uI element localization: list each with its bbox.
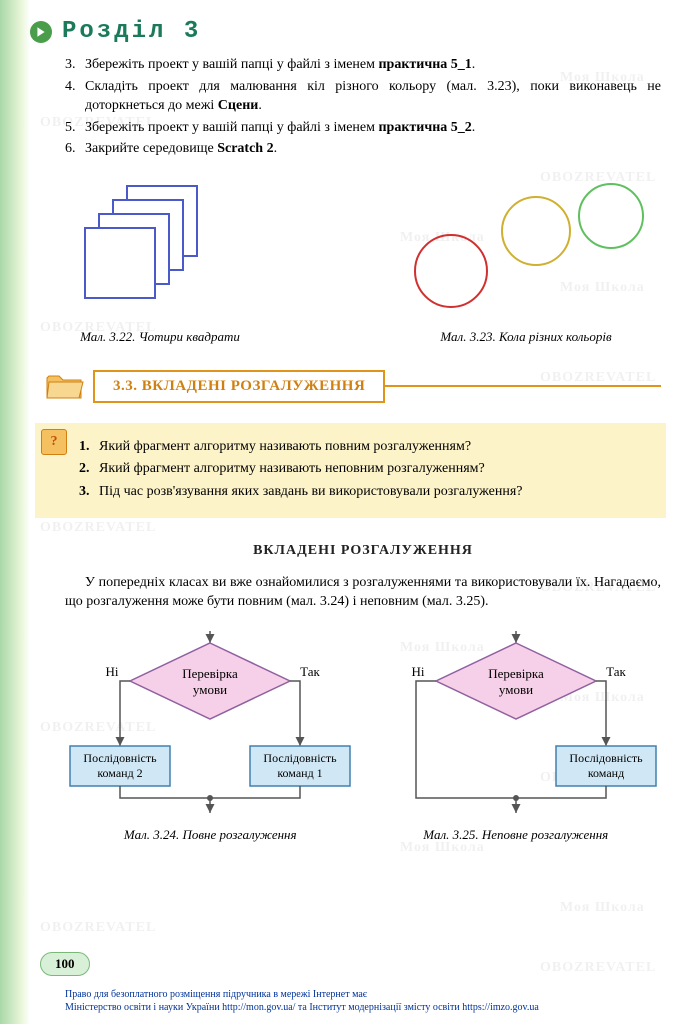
- footer-line-1: Право для безоплатного розміщення підруч…: [65, 988, 661, 1001]
- svg-text:Послідовність: Послідовність: [84, 751, 158, 765]
- task-text: Закрийте середовище Scratch 2.: [85, 139, 661, 159]
- figures-row: Мал. 3.22. Чотири квадрати Мал. 3.23. Ко…: [65, 171, 661, 345]
- page-number: 100: [40, 952, 90, 976]
- svg-text:Послідовність: Послідовність: [569, 751, 643, 765]
- question-item: 3.Під час розв'язування яких завдань ви …: [79, 482, 652, 502]
- caption-num: Мал. 3.22.: [80, 329, 135, 344]
- task-text: Збережіть проект у вашій папці у файлі з…: [85, 55, 661, 75]
- chapter-header: Розділ 3: [30, 18, 201, 45]
- caption-text: Чотири квадрати: [135, 329, 239, 344]
- task-item: 6.Закрийте середовище Scratch 2.: [65, 139, 661, 159]
- circles-svg: [391, 171, 661, 316]
- task-text: Збережіть проект у вашій папці у файлі з…: [85, 118, 661, 138]
- figure-circles: Мал. 3.23. Кола різних кольорів: [391, 171, 661, 345]
- caption-text: Кола різних кольорів: [496, 329, 612, 344]
- watermark: OBOZREVATEL: [40, 920, 156, 936]
- flowcharts-row: ПеревіркаумовиНіТакПослідовністькоманд 2…: [65, 626, 661, 843]
- flowchart-full: ПеревіркаумовиНіТакПослідовністькоманд 2…: [65, 626, 356, 843]
- flowchart-full-svg: ПеревіркаумовиНіТакПослідовністькоманд 2…: [65, 626, 355, 816]
- svg-text:Ні: Ні: [411, 664, 424, 679]
- flowchart-partial-caption: Мал. 3.25. Неповне розгалуження: [371, 827, 662, 843]
- svg-text:Ні: Ні: [106, 664, 119, 679]
- task-list: 3.Збережіть проект у вашій папці у файлі…: [65, 55, 661, 159]
- caption-text: Неповне розгалуження: [479, 827, 609, 842]
- arrow-icon: [30, 21, 52, 43]
- question-text: Який фрагмент алгоритму називають неповн…: [99, 459, 652, 479]
- questions-list: 1.Який фрагмент алгоритму називають повн…: [79, 437, 652, 502]
- svg-text:Перевірка: Перевірка: [488, 666, 544, 681]
- svg-text:команд 2: команд 2: [98, 766, 143, 780]
- watermark: Моя Школа: [560, 900, 645, 916]
- task-number: 4.: [65, 77, 85, 116]
- subsection-title: ВКЛАДЕНІ РОЗГАЛУЖЕННЯ: [65, 543, 661, 559]
- questions-box: ? 1.Який фрагмент алгоритму називають по…: [35, 423, 666, 518]
- svg-text:Так: Так: [300, 664, 320, 679]
- task-number: 5.: [65, 118, 85, 138]
- section-heading-row: 3.3. ВКЛАДЕНІ РОЗГАЛУЖЕННЯ: [45, 370, 661, 403]
- task-item: 5.Збережіть проект у вашій папці у файлі…: [65, 118, 661, 138]
- svg-text:Послідовність: Послідовність: [264, 751, 338, 765]
- squares-svg: [65, 171, 255, 316]
- page-content: 3.Збережіть проект у вашій папці у файлі…: [65, 55, 661, 843]
- task-item: 3.Збережіть проект у вашій папці у файлі…: [65, 55, 661, 75]
- task-number: 6.: [65, 139, 85, 159]
- chapter-title: Розділ 3: [62, 18, 201, 45]
- question-item: 1.Який фрагмент алгоритму називають повн…: [79, 437, 652, 457]
- question-number: 3.: [79, 482, 99, 502]
- page-left-gradient: [0, 0, 30, 1024]
- question-number: 1.: [79, 437, 99, 457]
- task-item: 4.Складіть проект для малювання кіл різн…: [65, 77, 661, 116]
- caption-num: Мал. 3.24.: [124, 827, 179, 842]
- task-text: Складіть проект для малювання кіл різног…: [85, 77, 661, 116]
- question-text: Під час розв'язування яких завдань ви ви…: [99, 482, 652, 502]
- footer-line-2: Міністерство освіти і науки України http…: [65, 1001, 661, 1014]
- question-icon: ?: [41, 429, 67, 455]
- section-heading: 3.3. ВКЛАДЕНІ РОЗГАЛУЖЕННЯ: [93, 370, 385, 403]
- flowchart-partial: Перевіркаумови Ні Так Послідовністькоманд М…: [371, 626, 662, 843]
- fig-circles-caption: Мал. 3.23. Кола різних кольорів: [391, 329, 661, 345]
- task-number: 3.: [65, 55, 85, 75]
- watermark: OBOZREVATEL: [540, 960, 656, 976]
- fig-squares-caption: Мал. 3.22. Чотири квадрати: [65, 329, 255, 345]
- caption-num: Мал. 3.23.: [440, 329, 495, 344]
- svg-text:умови: умови: [499, 682, 533, 697]
- question-item: 2.Який фрагмент алгоритму називають непо…: [79, 459, 652, 479]
- question-mark: ?: [51, 434, 58, 450]
- svg-text:команд 1: команд 1: [278, 766, 323, 780]
- section-heading-line: [385, 385, 661, 387]
- svg-text:команд: команд: [588, 766, 624, 780]
- question-text: Який фрагмент алгоритму називають повним…: [99, 437, 652, 457]
- svg-text:Перевірка: Перевірка: [182, 666, 238, 681]
- folder-icon: [45, 370, 85, 402]
- body-paragraph: У попередніх класах ви вже ознайомилися …: [65, 573, 661, 612]
- question-number: 2.: [79, 459, 99, 479]
- figure-squares: Мал. 3.22. Чотири квадрати: [65, 171, 255, 345]
- flowchart-partial-svg: Перевіркаумови Ні Так Послідовністькоманд: [371, 626, 661, 816]
- flowchart-full-caption: Мал. 3.24. Повне розгалуження: [65, 827, 356, 843]
- caption-text: Повне розгалуження: [179, 827, 296, 842]
- caption-num: Мал. 3.25.: [423, 827, 478, 842]
- footer: Право для безоплатного розміщення підруч…: [65, 988, 661, 1014]
- svg-text:умови: умови: [193, 682, 227, 697]
- svg-text:Так: Так: [606, 664, 626, 679]
